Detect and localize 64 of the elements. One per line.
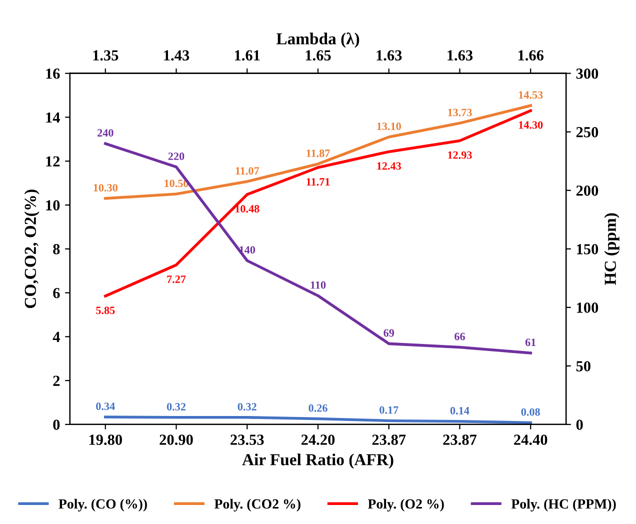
x-tick-label: 24.40 — [514, 434, 548, 445]
data-label: 14.53 — [518, 91, 543, 99]
legend-label: Poly. (HC (PPM)) — [511, 498, 616, 512]
text: 1.66 — [518, 50, 544, 61]
data-label: 61 — [525, 338, 536, 346]
data-label: 0.34 — [96, 402, 115, 410]
data-label: 12.93 — [448, 151, 472, 159]
legend-label: Poly. (O2 %) — [368, 498, 444, 512]
x-tick-label: 23.53 — [230, 434, 264, 445]
y-tick-label: 14 — [46, 112, 60, 123]
data-label: 12.43 — [377, 162, 401, 170]
text: 1.63 — [448, 50, 473, 61]
y2-tick-label: 300 — [576, 68, 598, 79]
y-tick-label: 12 — [46, 156, 60, 166]
y2-tick-label: 0 — [576, 420, 583, 430]
text: 1.63 — [376, 50, 402, 61]
x2-axis-title: Lambda (λ) — [276, 32, 360, 48]
data-label: 0.26 — [308, 404, 328, 412]
text: 1.35 — [93, 50, 118, 61]
legend-label: Poly. (CO (%)) — [58, 498, 147, 512]
data-label: 220 — [168, 152, 184, 160]
data-label: 0.17 — [380, 406, 398, 414]
y2-tick-label: 250 — [576, 127, 598, 138]
y-tick-label: 0 — [53, 420, 60, 430]
data-label: 66 — [454, 332, 465, 340]
y-axis-title: CO,CO2, O2(%) — [24, 190, 40, 308]
data-label: 7.27 — [167, 276, 186, 284]
data-label: 5.85 — [96, 306, 115, 314]
x-tick-label: 20.90 — [160, 434, 193, 445]
text: 1.65 — [306, 50, 331, 61]
data-label: 10.48 — [236, 205, 260, 213]
x-tick-label: 19.80 — [89, 434, 122, 445]
data-label: 11.07 — [236, 167, 260, 175]
y2-tick-label: 150 — [576, 244, 598, 254]
data-label: 110 — [310, 281, 326, 289]
y-tick-label: 16 — [46, 68, 60, 79]
data-label: 13.73 — [448, 108, 472, 116]
y-tick-label: 2 — [53, 376, 60, 386]
y2-tick-label: 100 — [576, 302, 598, 313]
x-tick-label: 24.20 — [301, 434, 335, 445]
x-axis-title: Air Fuel Ratio (AFR) — [242, 454, 394, 469]
data-label: 0.32 — [238, 402, 256, 411]
data-label: 0.32 — [166, 402, 186, 411]
y2-axis-title: HC (ppm) — [604, 213, 620, 285]
y-tick-label: 8 — [53, 244, 60, 254]
data-label: 240 — [98, 129, 114, 137]
x-tick-label: 23.87 — [443, 434, 477, 445]
y2-tick-label: 200 — [576, 186, 598, 196]
text: 1.61 — [234, 50, 260, 61]
data-label: 11.71 — [306, 178, 330, 186]
data-label: 13.10 — [377, 122, 401, 130]
legend-label: Poly. (CO2 %) — [214, 498, 300, 512]
data-label: 11.87 — [306, 150, 330, 158]
text: 1.43 — [164, 50, 190, 61]
data-label: 0.14 — [450, 406, 470, 414]
data-label: 10.30 — [94, 184, 118, 192]
y2-tick-label: 50 — [576, 361, 590, 372]
y-tick-label: 10 — [46, 200, 60, 210]
x-tick-label: 23.87 — [372, 434, 406, 445]
data-label: 69 — [384, 329, 394, 337]
y-tick-label: 4 — [52, 332, 60, 342]
data-label: 0.08 — [521, 408, 540, 416]
data-label: 14.30 — [518, 121, 543, 129]
y-tick-label: 6 — [53, 288, 60, 298]
